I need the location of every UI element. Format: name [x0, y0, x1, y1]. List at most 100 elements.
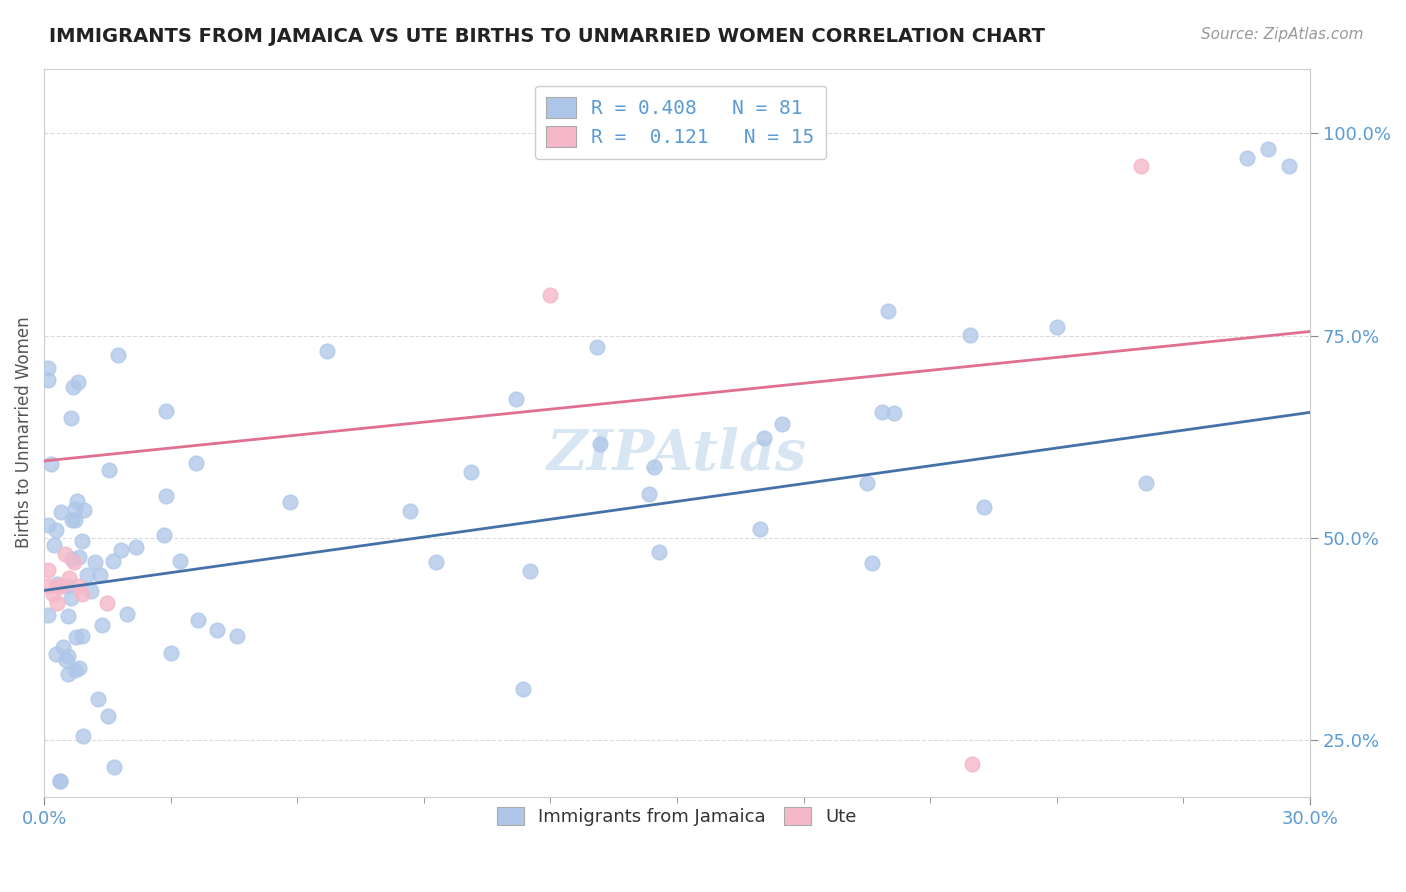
Point	[84, 555, 107, 569]
Point	[538, 288, 561, 302]
Point	[101, 554, 124, 568]
Point	[115, 607, 138, 622]
Point	[1236, 151, 1258, 165]
Point	[155, 404, 177, 418]
Point	[56, 579, 79, 593]
Point	[56, 649, 79, 664]
Y-axis label: Births to Unmarried Women: Births to Unmarried Women	[15, 317, 32, 549]
Point	[207, 623, 229, 637]
Point	[73, 503, 96, 517]
Point	[96, 596, 118, 610]
Point	[63, 513, 86, 527]
Point	[70, 587, 93, 601]
Point	[125, 540, 148, 554]
Point	[160, 646, 183, 660]
Point	[153, 528, 176, 542]
Point	[184, 456, 207, 470]
Point	[1130, 159, 1153, 173]
Point	[37, 360, 59, 375]
Point	[65, 630, 87, 644]
Legend: Immigrants from Jamaica, Ute: Immigrants from Jamaica, Ute	[488, 797, 866, 835]
Point	[60, 591, 83, 605]
Point	[62, 380, 84, 394]
Point	[60, 513, 83, 527]
Point	[1046, 320, 1069, 334]
Point	[278, 494, 301, 508]
Point	[79, 584, 101, 599]
Point	[60, 410, 83, 425]
Point	[585, 340, 607, 354]
Point	[505, 392, 527, 407]
Point	[98, 463, 121, 477]
Point	[58, 609, 80, 624]
Point	[97, 709, 120, 723]
Point	[41, 587, 63, 601]
Point	[90, 618, 112, 632]
Point	[49, 579, 72, 593]
Text: ZIPAtlas: ZIPAtlas	[547, 427, 807, 482]
Point	[1278, 159, 1301, 173]
Point	[67, 661, 90, 675]
Point	[638, 487, 661, 501]
Point	[65, 664, 87, 678]
Point	[316, 344, 339, 359]
Point	[66, 579, 89, 593]
Point	[107, 348, 129, 362]
Point	[55, 653, 77, 667]
Point	[76, 568, 98, 582]
Point	[49, 773, 72, 788]
Point	[856, 475, 879, 490]
Point	[169, 553, 191, 567]
Point	[45, 523, 67, 537]
Point	[37, 607, 59, 622]
Point	[89, 568, 111, 582]
Point	[589, 437, 612, 451]
Point	[62, 555, 84, 569]
Point	[425, 555, 447, 569]
Point	[45, 596, 67, 610]
Point	[770, 417, 793, 431]
Point	[66, 493, 89, 508]
Point	[1257, 143, 1279, 157]
Point	[519, 565, 541, 579]
Point	[37, 518, 59, 533]
Point	[1135, 476, 1157, 491]
Point	[187, 614, 209, 628]
Point	[872, 405, 894, 419]
Point	[398, 503, 420, 517]
Point	[44, 538, 66, 552]
Point	[643, 460, 665, 475]
Point	[63, 501, 86, 516]
Point	[962, 757, 984, 772]
Point	[752, 432, 775, 446]
Point	[72, 729, 94, 743]
Point	[883, 406, 905, 420]
Point	[103, 760, 125, 774]
Point	[70, 629, 93, 643]
Point	[973, 500, 995, 514]
Text: IMMIGRANTS FROM JAMAICA VS UTE BIRTHS TO UNMARRIED WOMEN CORRELATION CHART: IMMIGRANTS FROM JAMAICA VS UTE BIRTHS TO…	[49, 27, 1045, 45]
Text: Source: ZipAtlas.com: Source: ZipAtlas.com	[1201, 27, 1364, 42]
Point	[60, 551, 83, 566]
Point	[748, 522, 770, 536]
Point	[67, 375, 90, 389]
Point	[52, 640, 75, 654]
Point	[49, 773, 72, 788]
Point	[860, 556, 883, 570]
Point	[45, 579, 67, 593]
Point	[56, 667, 79, 681]
Point	[460, 465, 482, 479]
Point	[46, 576, 69, 591]
Point	[87, 691, 110, 706]
Point	[58, 571, 80, 585]
Point	[41, 457, 63, 471]
Point	[45, 648, 67, 662]
Point	[37, 579, 59, 593]
Point	[51, 505, 73, 519]
Point	[67, 550, 90, 565]
Point	[110, 542, 132, 557]
Point	[648, 545, 671, 559]
Point	[155, 489, 177, 503]
Point	[959, 327, 981, 342]
Point	[70, 534, 93, 549]
